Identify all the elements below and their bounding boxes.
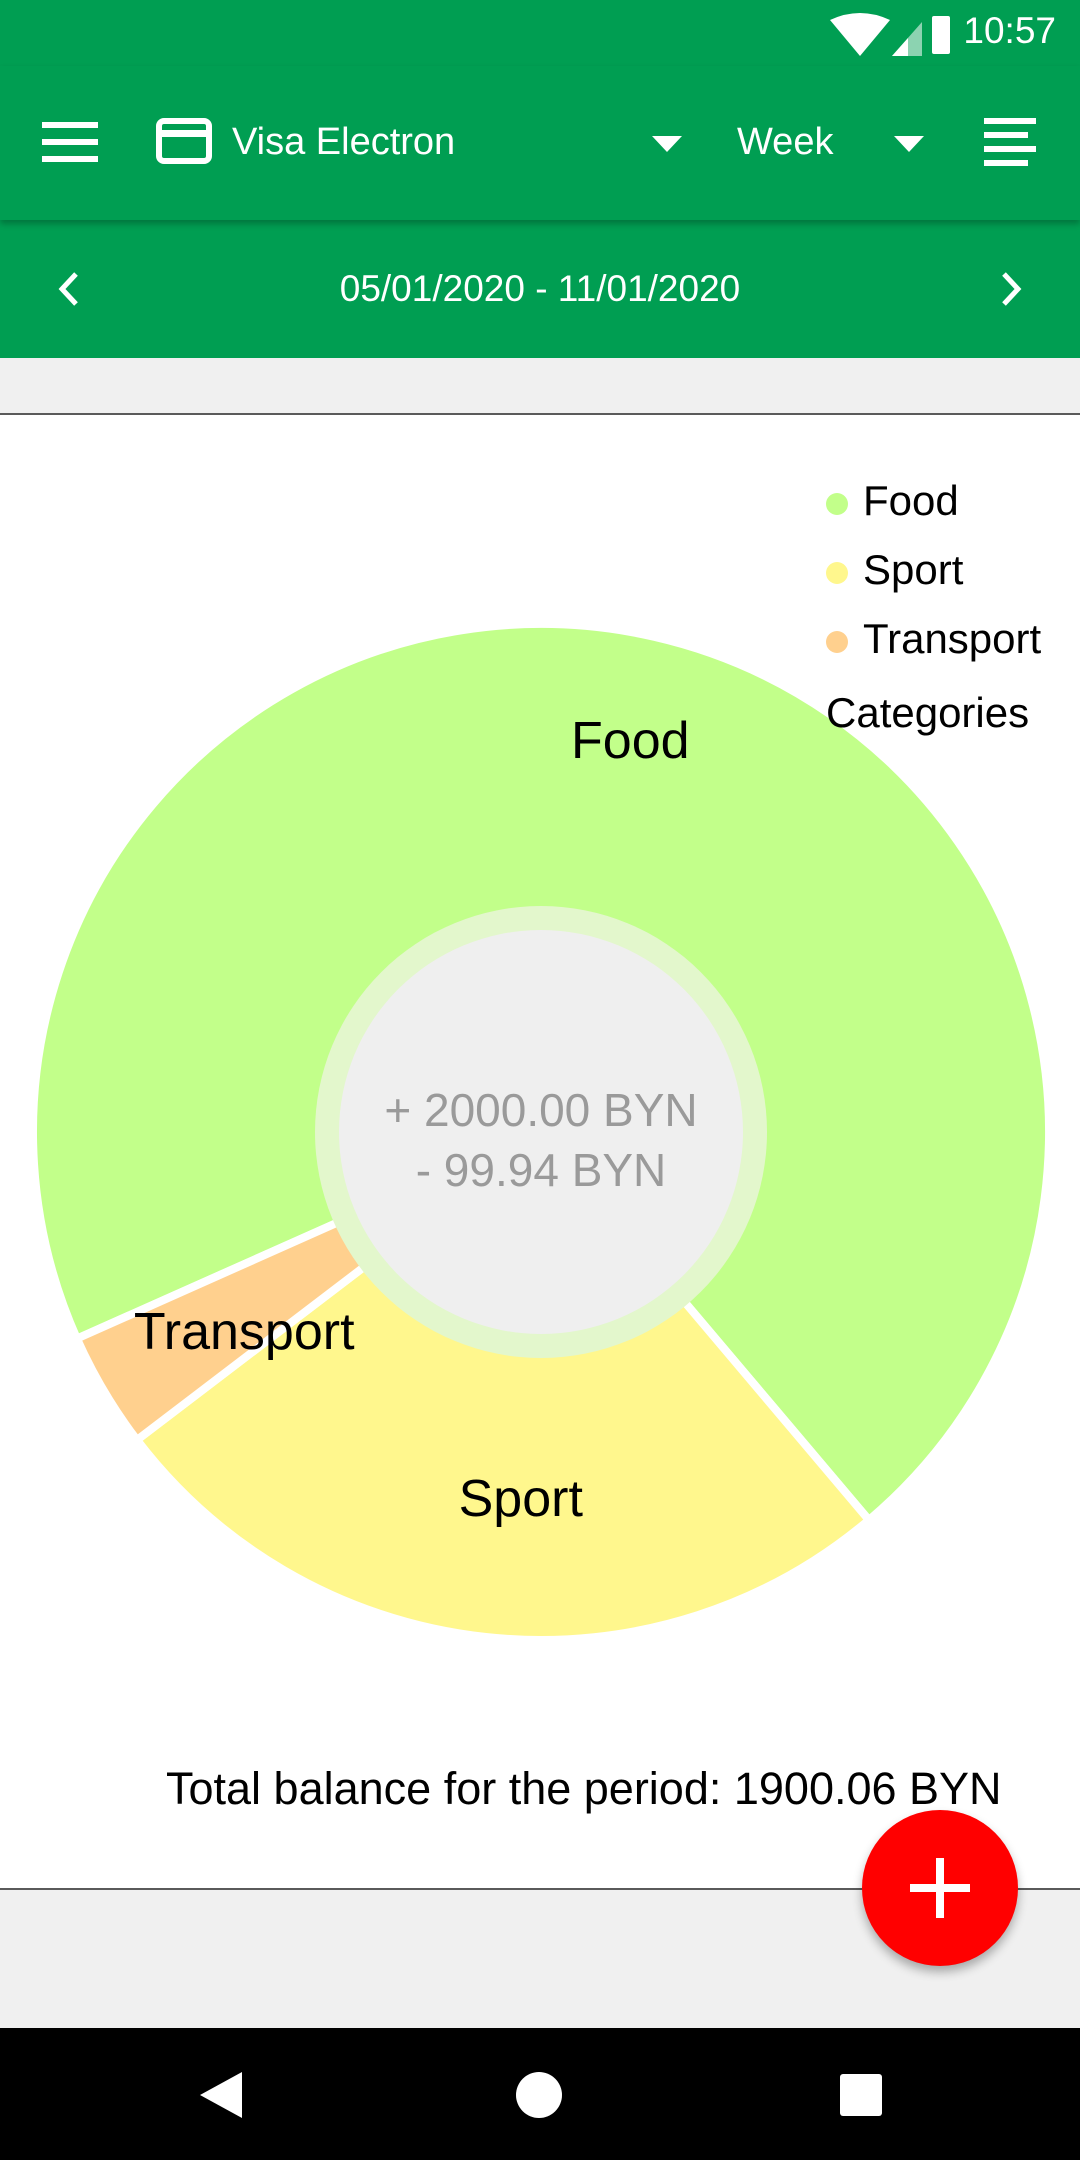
center-income: + 2000.00 BYN: [384, 1084, 697, 1136]
back-icon[interactable]: [200, 2072, 242, 2118]
legend-label-sport: Sport: [863, 546, 964, 593]
plus-icon: [910, 1858, 970, 1918]
center-hole: [339, 930, 743, 1334]
slice-label-sport: Sport: [459, 1470, 584, 1528]
pie-chart[interactable]: + 2000.00 BYN - 99.94 BYN Food Sport Trans…: [0, 415, 1080, 1715]
status-time: 10:57: [963, 10, 1056, 51]
slice-label-food: Food: [571, 712, 690, 770]
account-name[interactable]: Visa Electron: [232, 121, 456, 163]
legend-label-transport: Transport: [863, 615, 1042, 662]
date-range: 05/01/2020 - 11/01/2020: [339, 268, 741, 309]
menu-icon[interactable]: [42, 122, 98, 162]
chevron-right-icon[interactable]: [1000, 270, 1024, 308]
legend-title: Categories: [826, 689, 1030, 736]
period-dropdown-icon[interactable]: [894, 136, 924, 152]
date-bar: 05/01/2020 - 11/01/2020: [0, 220, 1080, 358]
legend-label-food: Food: [863, 477, 959, 524]
wifi-icon: [830, 13, 890, 56]
navigation-bar: [0, 2028, 1080, 2160]
chevron-left-icon[interactable]: [56, 270, 80, 308]
status-bar: 10:57: [0, 0, 1080, 66]
slice-label-transport: Transport: [134, 1303, 355, 1361]
credit-card-icon[interactable]: [156, 118, 212, 164]
center-expense: - 99.94 BYN: [416, 1144, 667, 1196]
status-icons: [830, 13, 950, 56]
recents-icon[interactable]: [840, 2074, 882, 2116]
period-selector[interactable]: Week: [737, 121, 834, 163]
home-icon[interactable]: [516, 2072, 562, 2118]
legend-dot-food: [826, 493, 848, 515]
signal-icon: [892, 22, 922, 56]
add-transaction-button[interactable]: [862, 1810, 1018, 1966]
list-icon[interactable]: [984, 118, 1036, 166]
app-bar: Visa Electron Week: [0, 66, 1080, 220]
legend-dot-transport: [826, 631, 848, 653]
pie-slice-sport[interactable]: [131, 1126, 875, 1644]
account-dropdown-icon[interactable]: [652, 136, 682, 152]
legend-dot-sport: [826, 562, 848, 584]
chart-card: + 2000.00 BYN - 99.94 BYN Food Sport Trans…: [0, 413, 1080, 1890]
battery-charging-icon: [932, 16, 950, 54]
total-balance: Total balance for the period: 1900.06 BY…: [166, 1763, 1002, 1814]
